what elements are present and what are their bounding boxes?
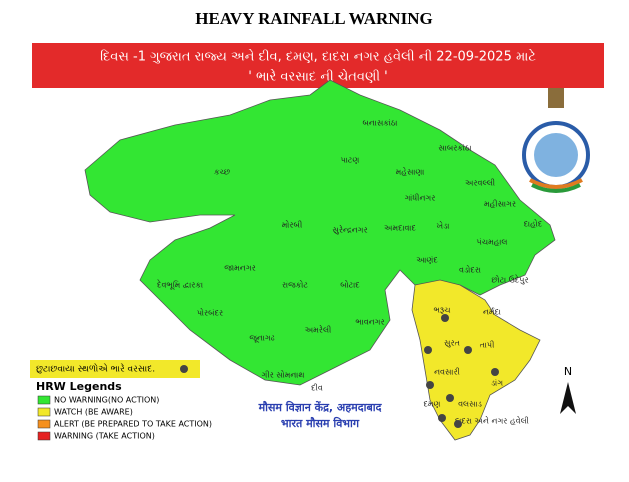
legend-swatch	[37, 419, 51, 429]
district-label: તાપી	[480, 341, 495, 350]
banner	[32, 43, 604, 88]
office: मौसम विज्ञान केंद्र, अहमदाबाद	[258, 400, 383, 414]
legend-label: WARNING (TAKE ACTION)	[54, 432, 155, 441]
district-label: દેવભૂમિ દ્વારકા	[157, 279, 203, 291]
district-label: મોરબી	[282, 220, 303, 230]
district-label: છોટા ઉદેપુર	[491, 274, 528, 285]
district-label: દાદરા અને નગર હવેલી	[455, 415, 529, 425]
callout-box	[30, 360, 200, 378]
district-label: રાજકોટ	[282, 280, 308, 290]
district-label: પોરબંદર	[197, 308, 223, 318]
legend-swatch	[37, 395, 51, 405]
district-label: નવસારી	[434, 368, 460, 377]
district-label: જામનગર	[224, 264, 255, 273]
office: भारत मौसम विभाग	[281, 416, 360, 430]
rain-icons	[424, 314, 499, 428]
legend-label: ALERT (BE PREPARED TO TAKE ACTION)	[54, 420, 212, 429]
district-label: સાબરકાંઠા	[438, 143, 471, 153]
district-label: અરવલ્લી	[465, 179, 495, 188]
district-label: ડાંગ	[491, 378, 503, 388]
district-label: પંચમહાલ	[477, 237, 508, 247]
district-label: અમદાવાદ	[384, 224, 416, 233]
district-label: અમરેલી	[305, 324, 332, 334]
district-label: જૂનાગઢ	[249, 334, 274, 344]
district-label: મહીસાગર	[484, 200, 516, 209]
district-label: ભાવનગર	[355, 318, 384, 327]
district-label: ગીર સોમનાથ	[262, 370, 305, 380]
legend-swatch	[37, 431, 51, 441]
district-label: નર્મદા	[483, 307, 501, 317]
district-label: ખેડા	[437, 220, 450, 230]
district-label: વડોદરા	[459, 265, 481, 275]
legend-label: WATCH (BE AWARE)	[54, 408, 133, 417]
district-label: દાહોદ	[524, 219, 543, 229]
district-label: વલસાડ	[458, 400, 482, 409]
district-label: સુરત	[444, 339, 460, 348]
district-label: દમણ	[423, 400, 440, 409]
legend-swatch	[37, 407, 51, 417]
legend-label: NO WARNING(NO ACTION)	[54, 396, 159, 405]
banner-line: દિવસ -1 ગુજરાત રાજ્ય અને દીવ, દમણ, દાદરા…	[100, 48, 536, 64]
district-label: બનાસકાંઠા	[362, 118, 397, 128]
logo	[522, 88, 590, 193]
banner-line: ' ભારે વરસાદ ની ચેતવણી '	[248, 68, 388, 84]
north-arrow	[560, 382, 576, 414]
rain-icon	[180, 365, 188, 373]
legend-title: HRW Legends	[36, 380, 122, 393]
north-label: N	[564, 365, 572, 378]
district-label: આણંદ	[416, 255, 438, 265]
title: HEAVY RAINFALL WARNING	[195, 9, 432, 28]
district-label: સુરેન્દ્રનગર	[332, 224, 367, 234]
district-label: કચ્છ	[214, 168, 230, 177]
district-label: ભરૂચ	[433, 306, 451, 315]
district-label: મહેસાણા	[396, 166, 425, 176]
district-label: દીવ	[311, 384, 323, 393]
district-label: ગાંધીનગર	[405, 193, 436, 203]
callout: છુટાછવાયા સ્થળોએ ભારે વરસાદ.	[36, 362, 155, 374]
district-label: પાટણ	[341, 156, 360, 165]
district-label: બોટાદ	[340, 280, 360, 290]
